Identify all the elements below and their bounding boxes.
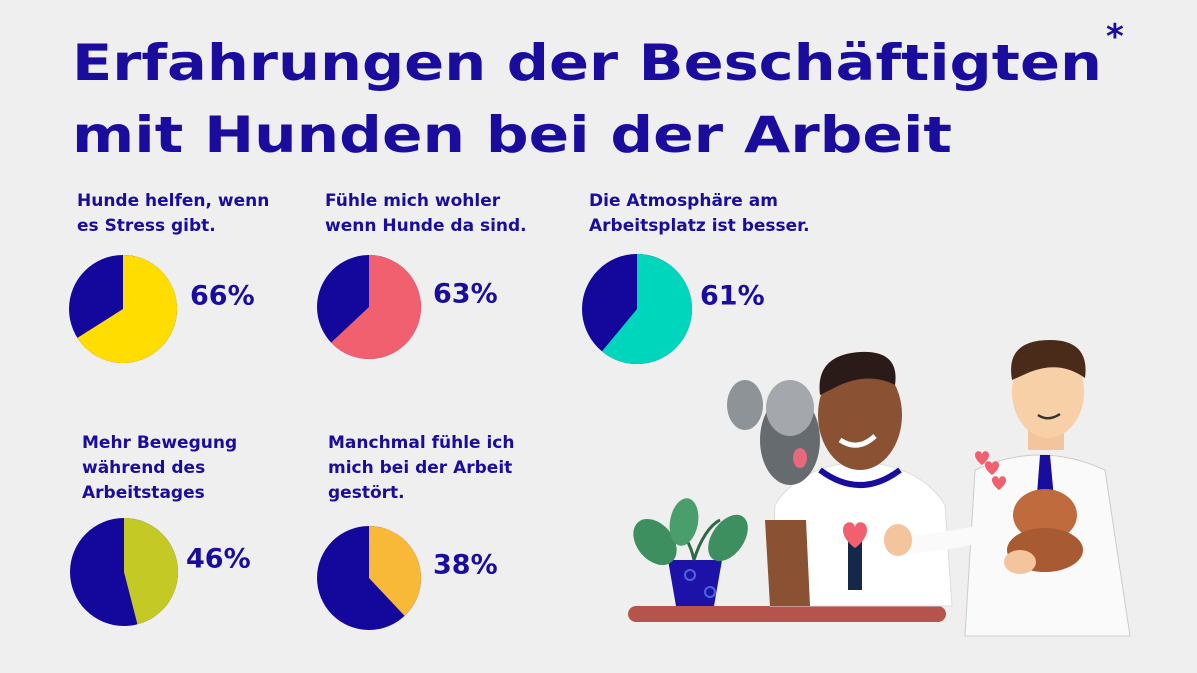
chart-title: Arbeitsplatz ist besser. (589, 216, 810, 236)
value-label: 66% (190, 281, 255, 312)
pie-slice (601, 254, 692, 364)
value-label: 46% (186, 544, 251, 575)
value-label: 61% (700, 281, 765, 312)
chart-title: Arbeitstages (82, 483, 205, 503)
chart-title: gestört. (328, 483, 405, 503)
illustration (628, 340, 1131, 637)
title-mark: * (1106, 17, 1124, 57)
chart-title: während des (82, 458, 205, 478)
chart-title: Mehr Bewegung (82, 433, 237, 453)
value-label: 38% (433, 550, 498, 581)
pie-slice (331, 255, 422, 359)
chart-title: es Stress gibt. (77, 216, 216, 236)
chart-title: mich bei der Arbeit (328, 458, 512, 478)
value-label: 63% (433, 279, 498, 310)
pie-slice (77, 255, 177, 363)
chart-title: Hunde helfen, wenn (77, 191, 269, 211)
chart-title: Manchmal fühle ich (328, 433, 515, 453)
pie-slice (369, 526, 422, 616)
chart-title: wenn Hunde da sind. (325, 216, 527, 236)
title-line: Erfahrungen der Beschäftigten (72, 34, 1102, 92)
pie-slice (124, 518, 179, 625)
chart-title: Die Atmosphäre am (589, 191, 778, 211)
chart-title: Fühle mich wohler (325, 191, 501, 211)
title-line: mit Hunden bei der Arbeit (72, 106, 952, 164)
